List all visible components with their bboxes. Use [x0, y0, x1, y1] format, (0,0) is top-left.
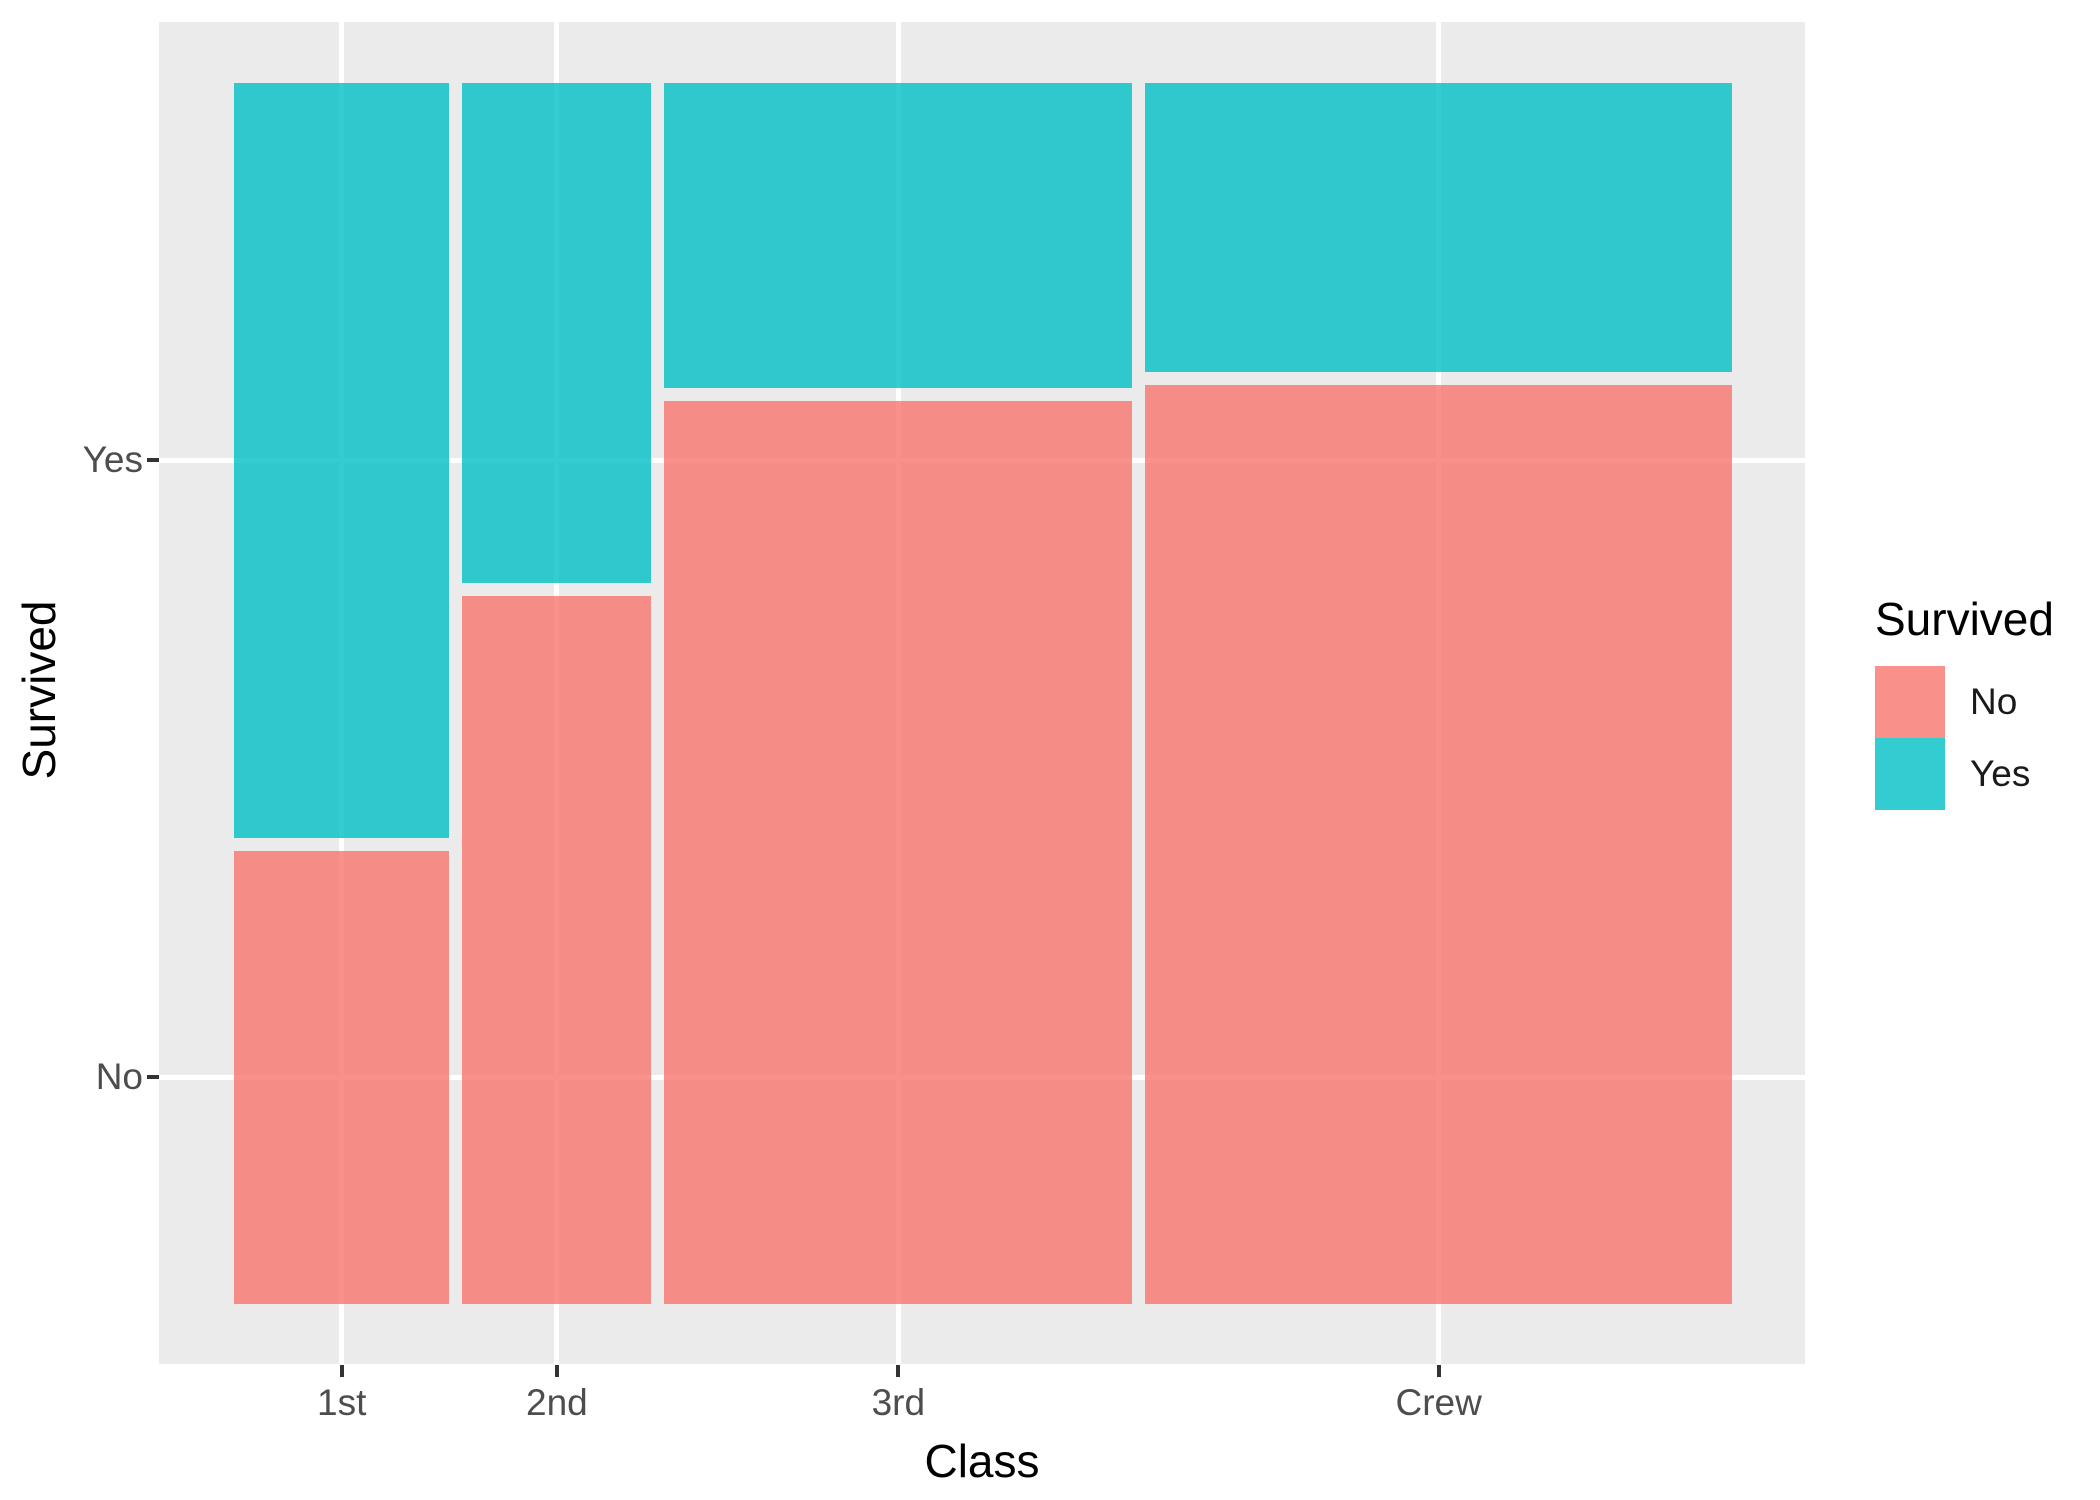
x-tick-mark-Crew — [1436, 1365, 1441, 1377]
legend-key-yes — [1875, 738, 1945, 810]
y-tick-mark-Yes — [147, 458, 159, 463]
mosaic-tile-2nd-no — [462, 596, 652, 1304]
x-tick-mark-3rd — [896, 1365, 901, 1377]
mosaic-tile-crew-yes — [1145, 83, 1732, 373]
mosaic-tile-crew-no — [1145, 385, 1732, 1304]
x-tick-mark-1st — [339, 1365, 344, 1377]
legend: Survived No Yes — [1875, 592, 2054, 810]
x-tick-label-3rd: 3rd — [871, 1382, 926, 1423]
legend-title: Survived — [1875, 593, 2054, 645]
x-tick-label-Crew: Crew — [1395, 1382, 1482, 1423]
legend-item-no: No — [1875, 666, 2054, 738]
x-axis-title: Class — [924, 1435, 1040, 1487]
mosaic-tile-3rd-no — [664, 400, 1133, 1304]
legend-label-yes: Yes — [1970, 753, 2031, 794]
plot-panel — [159, 22, 1805, 1364]
x-tick-mark-2nd — [554, 1365, 559, 1377]
mosaic-tile-1st-no — [234, 850, 450, 1304]
x-tick-label-1st: 1st — [317, 1382, 367, 1423]
mosaic-tile-2nd-yes — [462, 83, 652, 584]
y-tick-label-Yes: Yes — [82, 439, 143, 481]
legend-label-no: No — [1970, 681, 2018, 722]
mosaic-tile-1st-yes — [234, 83, 450, 838]
mosaic-tile-3rd-yes — [664, 83, 1133, 388]
y-axis-title: Survived — [13, 600, 65, 780]
y-tick-mark-No — [147, 1075, 159, 1080]
x-tick-label-2nd: 2nd — [526, 1382, 588, 1423]
legend-item-yes: Yes — [1875, 738, 2054, 810]
y-tick-label-No: No — [95, 1056, 143, 1098]
legend-key-no — [1875, 666, 1945, 738]
